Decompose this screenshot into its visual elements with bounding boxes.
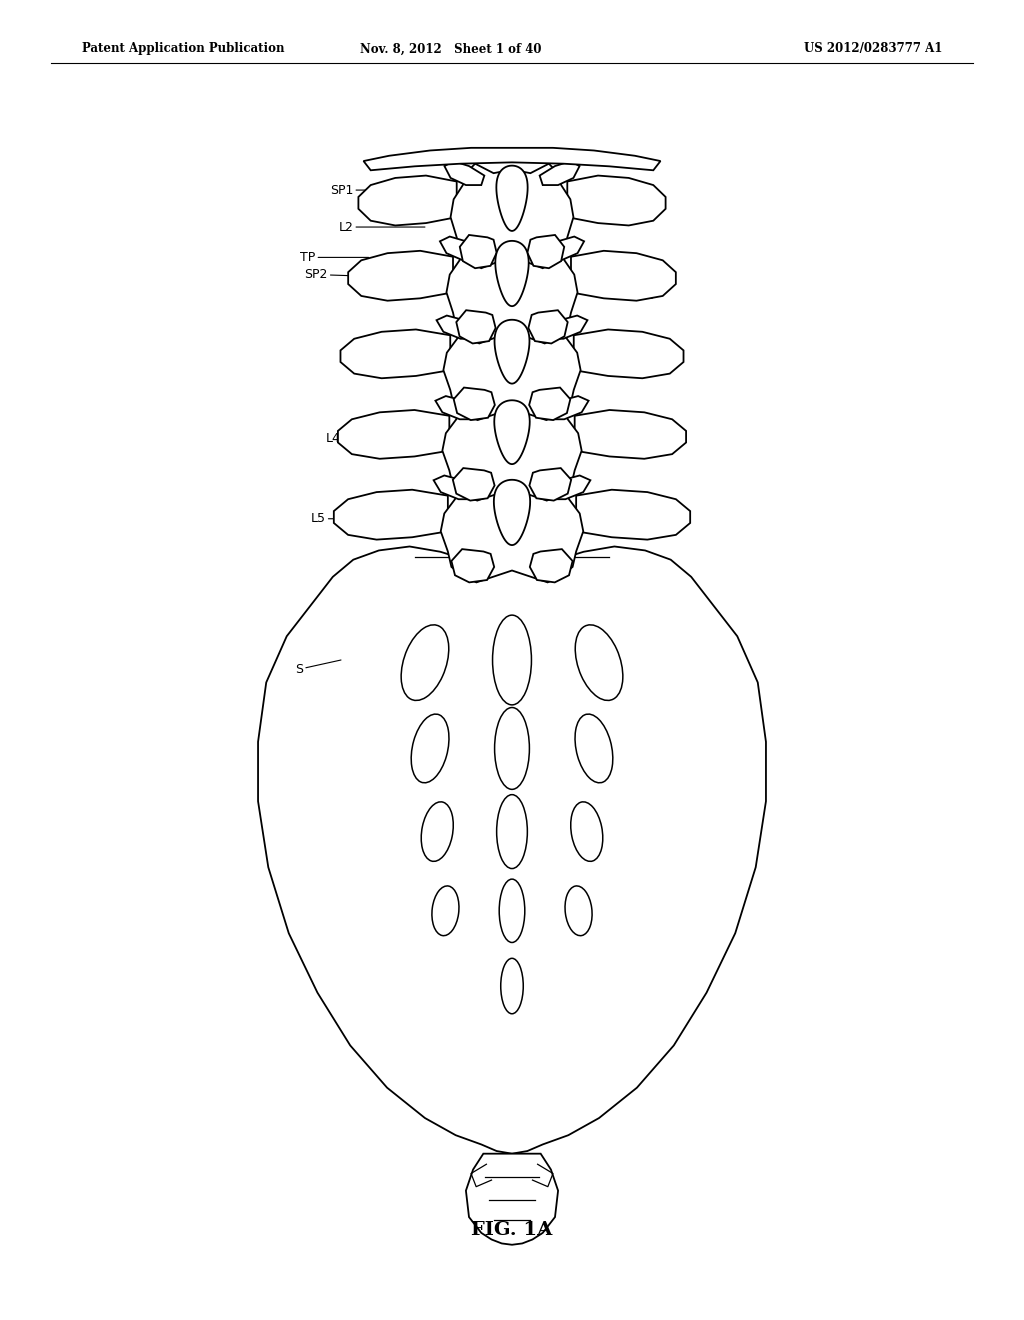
Polygon shape bbox=[529, 549, 572, 582]
Polygon shape bbox=[571, 251, 676, 301]
Polygon shape bbox=[436, 315, 481, 339]
Polygon shape bbox=[573, 330, 684, 379]
Polygon shape bbox=[442, 399, 582, 500]
Polygon shape bbox=[334, 490, 447, 540]
Polygon shape bbox=[494, 479, 530, 545]
Polygon shape bbox=[544, 396, 589, 420]
Polygon shape bbox=[542, 236, 584, 260]
Polygon shape bbox=[495, 400, 529, 465]
Polygon shape bbox=[358, 176, 457, 226]
Text: L5: L5 bbox=[310, 512, 399, 525]
Ellipse shape bbox=[474, 416, 550, 486]
Polygon shape bbox=[444, 161, 484, 185]
Polygon shape bbox=[453, 469, 495, 500]
Ellipse shape bbox=[412, 714, 449, 783]
Ellipse shape bbox=[575, 624, 623, 701]
Polygon shape bbox=[460, 235, 497, 268]
Polygon shape bbox=[443, 318, 581, 420]
Ellipse shape bbox=[493, 615, 531, 705]
Polygon shape bbox=[457, 310, 496, 343]
Polygon shape bbox=[574, 411, 686, 459]
Polygon shape bbox=[544, 475, 591, 499]
Text: SP2: SP2 bbox=[304, 268, 397, 281]
Ellipse shape bbox=[421, 801, 454, 862]
Text: TP: TP bbox=[300, 251, 369, 264]
Text: FIG. 1A: FIG. 1A bbox=[471, 1221, 553, 1239]
Polygon shape bbox=[497, 165, 527, 231]
Polygon shape bbox=[529, 388, 570, 420]
Text: L3: L3 bbox=[586, 289, 656, 302]
Ellipse shape bbox=[474, 335, 550, 405]
Text: US 2012/0283777 A1: US 2012/0283777 A1 bbox=[804, 42, 942, 55]
Text: S: S bbox=[295, 660, 341, 676]
Ellipse shape bbox=[501, 958, 523, 1014]
Polygon shape bbox=[440, 478, 584, 582]
Text: Patent Application Publication: Patent Application Publication bbox=[82, 42, 285, 55]
Polygon shape bbox=[527, 235, 564, 268]
Ellipse shape bbox=[575, 714, 612, 783]
Ellipse shape bbox=[570, 801, 603, 862]
Polygon shape bbox=[540, 161, 580, 185]
Text: L2: L2 bbox=[338, 220, 425, 234]
Ellipse shape bbox=[497, 795, 527, 869]
Text: SP4: SP4 bbox=[597, 436, 673, 449]
Polygon shape bbox=[567, 176, 666, 226]
Polygon shape bbox=[348, 251, 453, 301]
Text: Nov. 8, 2012   Sheet 1 of 40: Nov. 8, 2012 Sheet 1 of 40 bbox=[359, 42, 542, 55]
Polygon shape bbox=[577, 490, 690, 540]
Text: L4: L4 bbox=[326, 432, 410, 445]
Text: L1: L1 bbox=[586, 183, 654, 197]
Polygon shape bbox=[258, 546, 766, 1154]
Polygon shape bbox=[452, 549, 495, 582]
Polygon shape bbox=[435, 396, 480, 420]
Polygon shape bbox=[340, 330, 451, 379]
Polygon shape bbox=[446, 239, 578, 343]
Ellipse shape bbox=[478, 181, 546, 253]
Polygon shape bbox=[433, 475, 480, 499]
Text: FJ: FJ bbox=[348, 350, 418, 363]
Polygon shape bbox=[451, 164, 573, 268]
Polygon shape bbox=[364, 148, 660, 170]
Ellipse shape bbox=[565, 886, 592, 936]
Ellipse shape bbox=[500, 879, 524, 942]
Text: SP1: SP1 bbox=[330, 183, 418, 197]
Polygon shape bbox=[495, 319, 529, 384]
Text: SP3: SP3 bbox=[596, 355, 673, 368]
Polygon shape bbox=[543, 315, 588, 339]
Ellipse shape bbox=[476, 256, 548, 327]
Polygon shape bbox=[466, 1154, 558, 1245]
Ellipse shape bbox=[473, 495, 551, 568]
Ellipse shape bbox=[432, 886, 459, 936]
Polygon shape bbox=[454, 388, 495, 420]
Polygon shape bbox=[440, 236, 482, 260]
Ellipse shape bbox=[401, 624, 449, 701]
Ellipse shape bbox=[495, 708, 529, 789]
Polygon shape bbox=[338, 411, 450, 459]
Polygon shape bbox=[496, 240, 528, 306]
Text: SP5: SP5 bbox=[596, 516, 675, 529]
Polygon shape bbox=[528, 310, 567, 343]
Polygon shape bbox=[529, 469, 571, 500]
